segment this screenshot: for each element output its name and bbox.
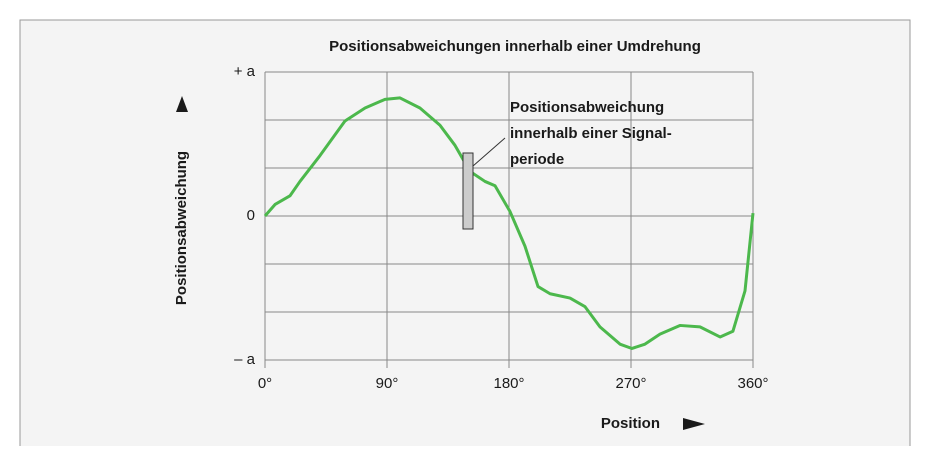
- annotation: Positionsabweichung: [510, 99, 664, 116]
- x-arrow: [683, 418, 705, 430]
- x-tick-label: 180°: [493, 375, 524, 392]
- annotation: innerhalb einer Signal-: [510, 125, 672, 142]
- annotation-leader: [472, 137, 506, 167]
- y-tick-label: + a: [234, 63, 256, 80]
- x-tick-label: 360°: [737, 375, 768, 392]
- y-axis-label: Positionsabweichung: [173, 151, 190, 305]
- y-tick-label: 0: [247, 207, 255, 224]
- data-line: [263, 96, 755, 350]
- frame: [19, 19, 911, 451]
- x-tick-label: 270°: [615, 375, 646, 392]
- x-tick-label: 0°: [258, 375, 272, 392]
- x-axis-label: Position: [601, 415, 660, 432]
- chart-title: Positionsabweichungen innerhalb einer Um…: [329, 38, 701, 55]
- period-marker: [462, 152, 474, 230]
- y-arrow: [176, 96, 188, 112]
- y-tick-label: – a: [234, 351, 256, 368]
- annotation: periode: [510, 151, 564, 168]
- x-tick-label: 90°: [376, 375, 399, 392]
